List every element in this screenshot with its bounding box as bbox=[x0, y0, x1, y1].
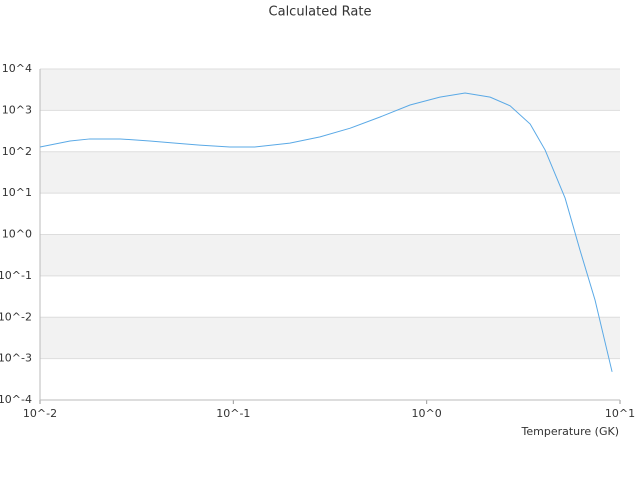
x-tick-label: 10^1 bbox=[605, 407, 635, 420]
x-axis-label: Temperature (GK) bbox=[521, 425, 620, 438]
y-tick-label: 10^-4 bbox=[0, 393, 32, 406]
data-line bbox=[39, 92, 613, 372]
x-tick-label: 10^-1 bbox=[216, 407, 250, 420]
grid-band bbox=[40, 317, 620, 359]
x-tick-label: 10^-2 bbox=[23, 407, 57, 420]
y-tick-label: 10^2 bbox=[2, 145, 32, 158]
y-tick-label: 10^0 bbox=[2, 228, 32, 241]
y-tick-label: 10^-2 bbox=[0, 310, 32, 323]
grid-band bbox=[40, 151, 620, 194]
grid-band bbox=[40, 69, 620, 111]
y-tick-label: 10^-1 bbox=[0, 269, 32, 282]
y-tick-label: 10^4 bbox=[2, 62, 32, 75]
chart-title: Calculated Rate bbox=[269, 5, 372, 20]
y-tick-label: 10^1 bbox=[2, 186, 32, 199]
grid-band bbox=[40, 234, 620, 276]
y-tick-label: 10^-3 bbox=[0, 352, 32, 365]
x-tick-label: 10^0 bbox=[412, 407, 442, 420]
y-tick-label: 10^3 bbox=[2, 103, 32, 116]
